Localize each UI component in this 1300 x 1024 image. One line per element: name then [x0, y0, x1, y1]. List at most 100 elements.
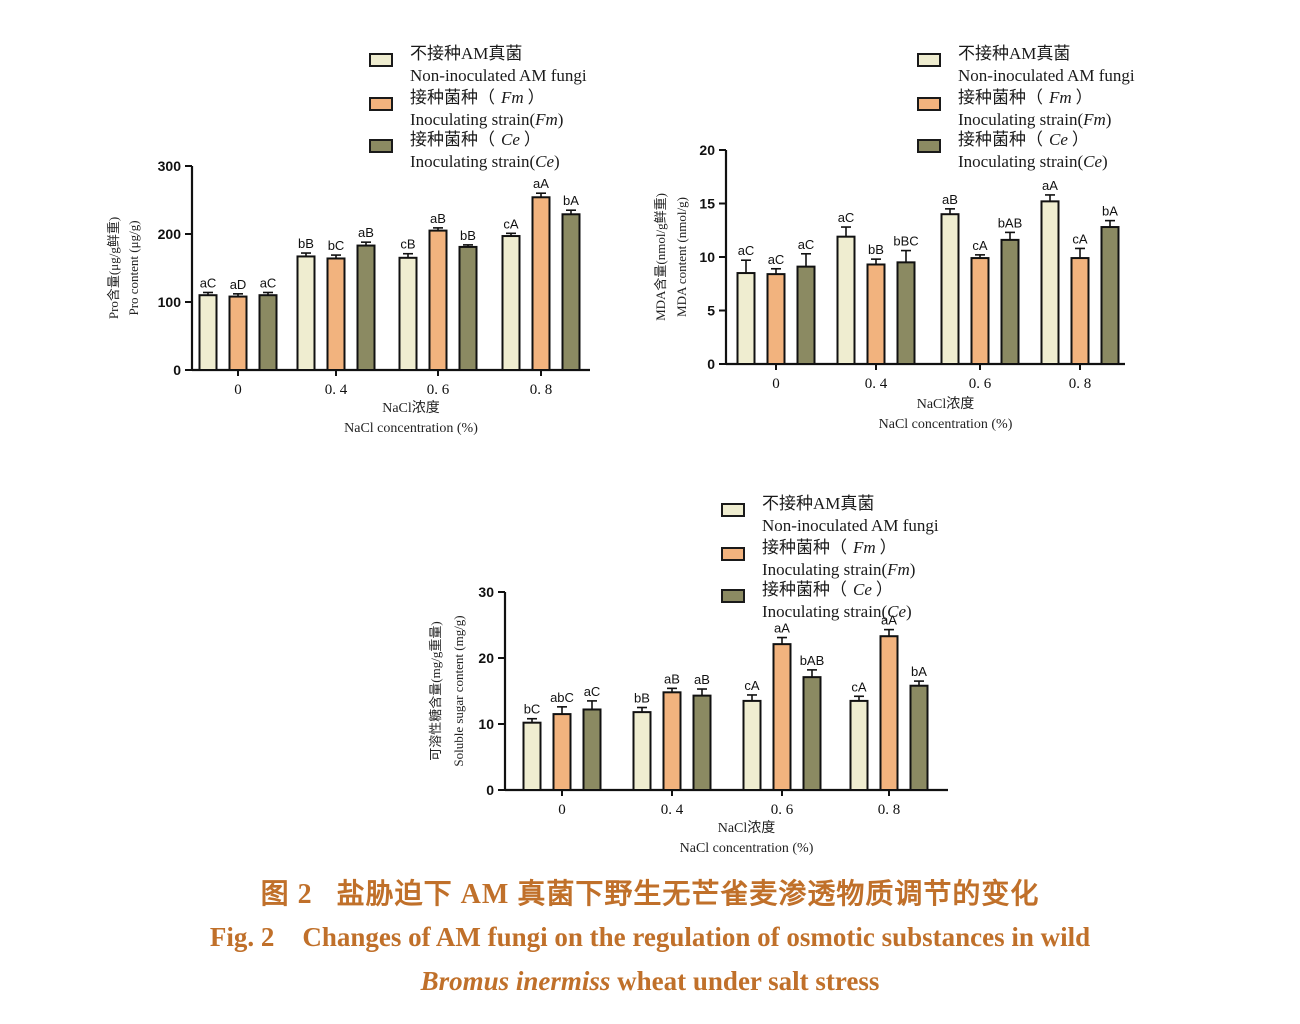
caption-en-title-line1: Changes of AM fungi on the regulation of…	[302, 922, 1091, 952]
significance-label: abC	[550, 690, 574, 705]
y-axis-label-en: MDA content (nmol/g)	[674, 197, 689, 317]
bar	[766, 273, 786, 365]
bar	[228, 295, 248, 371]
y-tick-label: 5	[707, 303, 715, 319]
significance-label: bB	[460, 228, 476, 243]
bar	[772, 643, 792, 792]
bar	[552, 713, 572, 791]
significance-label: aC	[200, 275, 217, 290]
legend-label-cn: 不接种AM真菌	[958, 44, 1070, 63]
x-tick-label: 0. 6	[427, 382, 450, 398]
chart-0: 0 100 200 300 0 0. 4 0. 6 0. 8 aC bB cB cA aD bC aB aA a…	[106, 158, 590, 436]
x-tick-label: 0. 4	[865, 376, 888, 392]
legend-2: 不接种AM真菌 Non-inoculated AM fungi 接种菌种（ Fm ） In…	[721, 494, 939, 621]
significance-label: cA	[503, 216, 519, 231]
y-tick-label: 20	[478, 650, 494, 666]
y-tick-label: 100	[158, 294, 182, 310]
x-tick-label: 0	[772, 376, 780, 392]
legend-label-en: Inoculating strain(Ce)	[410, 152, 560, 171]
legend-label-cn: 接种菌种（ Ce）	[958, 130, 1089, 149]
x-tick-label: 0. 4	[661, 802, 684, 818]
legend-label-cn: 接种菌种（ Fm）	[958, 88, 1093, 107]
x-axis-label-cn: NaCl浓度	[917, 396, 975, 412]
y-tick-label: 0	[707, 356, 715, 372]
y-tick-label: 10	[699, 249, 715, 265]
bar	[501, 235, 521, 371]
y-axis-label-en: Pro content (μg/g)	[126, 220, 141, 315]
bar	[736, 272, 756, 365]
significance-label: bA	[563, 193, 579, 208]
significance-label: cA	[744, 678, 760, 693]
significance-label: aC	[838, 210, 855, 225]
legend-swatch	[721, 589, 745, 603]
bar	[896, 261, 916, 366]
significance-label: bA	[1102, 204, 1118, 219]
bar	[1000, 238, 1020, 366]
bar	[796, 265, 816, 366]
significance-label: bAB	[998, 215, 1023, 230]
significance-label: bC	[328, 238, 345, 253]
significance-label: cA	[1072, 231, 1088, 246]
caption-en-line1: Fig. 2 Changes of AM fungi on the regulat…	[0, 922, 1300, 953]
significance-label: aB	[430, 211, 446, 226]
bar	[692, 694, 712, 791]
x-tick-label: 0. 8	[878, 802, 901, 818]
bar	[582, 708, 602, 791]
bar	[356, 244, 376, 371]
bar	[522, 721, 542, 791]
bar	[866, 263, 886, 365]
significance-label: aC	[584, 684, 601, 699]
significance-label: cA	[851, 679, 867, 694]
y-axis-label-cn: Pro含量(μg/g鲜重)	[106, 217, 121, 319]
legend-label-en: Inoculating strain(Ce)	[762, 602, 912, 621]
bar	[1070, 257, 1090, 366]
legend-label-en: Non-inoculated AM fungi	[410, 66, 587, 85]
legend-label-en: Inoculating strain(Fm)	[762, 560, 915, 579]
caption-en-label: Fig. 2	[209, 922, 275, 952]
legend-1: 不接种AM真菌 Non-inoculated AM fungi 接种菌种（ Fm ） In…	[917, 44, 1135, 171]
y-axis-label-cn: 可溶性糖含量(mg/g重量)	[428, 621, 443, 760]
legend-0: 不接种AM真菌 Non-inoculated AM fungi 接种菌种（ Fm ） In…	[369, 44, 587, 171]
legend-label-cn: 不接种AM真菌	[410, 44, 522, 63]
y-axis-label-en: Soluble sugar content (mg/g)	[451, 615, 466, 766]
bar	[428, 229, 448, 371]
significance-label: bB	[868, 242, 884, 257]
bar	[742, 699, 762, 792]
significance-label: bA	[911, 664, 927, 679]
caption-cn-label: 图 2	[260, 879, 313, 910]
legend-label-cn: 不接种AM真菌	[762, 494, 874, 513]
caption-cn-title: 盐胁迫下 AM 真菌下野生无芒雀麦渗透物质调节的变化	[336, 879, 1040, 910]
chart-1: 0 5 10 15 20 0 0. 4 0. 6 0. 8 aC aC aB aA aC bB cA cA aC b…	[653, 142, 1125, 432]
legend-label-cn: 接种菌种（ Ce）	[410, 130, 541, 149]
significance-label: aB	[664, 671, 680, 686]
y-tick-label: 15	[699, 196, 715, 212]
y-tick-label: 20	[699, 142, 715, 158]
significance-label: aA	[1042, 178, 1058, 193]
legend-label-en: Inoculating strain(Fm)	[410, 110, 563, 129]
x-tick-label: 0. 8	[530, 382, 553, 398]
legend-swatch	[721, 503, 745, 517]
legend-swatch	[917, 53, 941, 67]
x-tick-label: 0	[558, 802, 566, 818]
x-axis-label-cn: NaCl浓度	[718, 820, 776, 836]
y-axis-label-cn: MDA含量(nmol/g鲜重)	[653, 193, 668, 321]
x-axis-label-en: NaCl concentration (%)	[344, 421, 478, 436]
significance-label: aB	[694, 672, 710, 687]
x-tick-label: 0	[234, 382, 242, 398]
significance-label: aC	[768, 252, 785, 267]
x-tick-label: 0. 4	[325, 382, 348, 398]
legend-label-cn: 接种菌种（ Ce）	[762, 580, 893, 599]
significance-label: bBC	[893, 234, 918, 249]
x-axis-label-en: NaCl concentration (%)	[879, 417, 1013, 432]
significance-label: bC	[524, 702, 541, 717]
legend-swatch	[369, 139, 393, 153]
y-tick-label: 300	[158, 158, 182, 174]
x-axis-label-cn: NaCl浓度	[382, 400, 440, 416]
bar	[296, 255, 316, 371]
bar	[1100, 226, 1120, 365]
y-tick-label: 30	[478, 584, 494, 600]
legend-label-cn: 接种菌种（ Fm）	[762, 538, 897, 557]
caption-en-line2: Bromus inermiss wheat under salt stress	[0, 966, 1300, 997]
significance-label: aC	[798, 237, 815, 252]
legend-label-en: Non-inoculated AM fungi	[762, 516, 939, 535]
